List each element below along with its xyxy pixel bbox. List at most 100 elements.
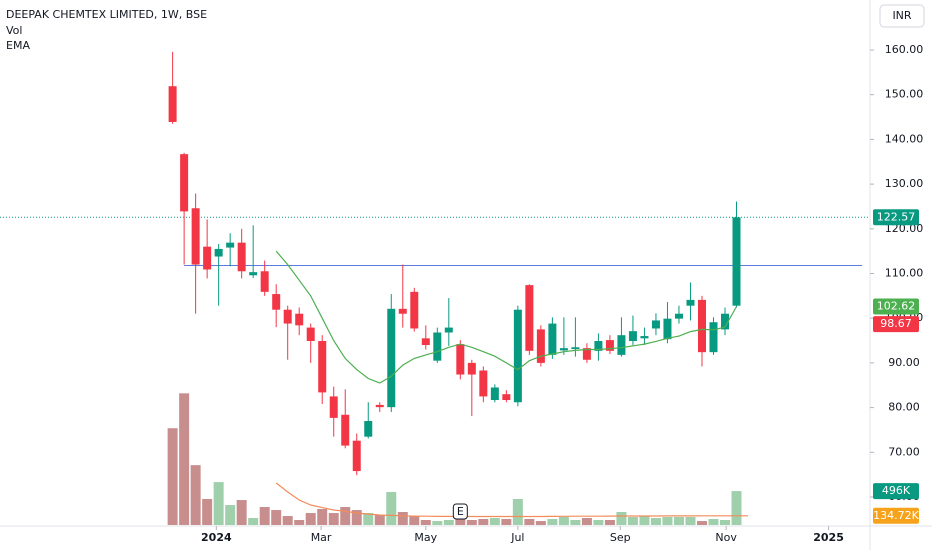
currency-button[interactable]: [879, 4, 925, 28]
candle-body: [490, 387, 499, 401]
volume-bar: [351, 510, 362, 525]
y-tick-label: 90.00: [888, 356, 920, 369]
volume-bar: [581, 518, 592, 525]
volume-ma-line: [275, 482, 748, 518]
candle-body: [260, 271, 269, 292]
volume-bar: [363, 513, 374, 525]
candle-body: [663, 318, 672, 340]
candle-body: [697, 299, 706, 353]
candle-body: [536, 329, 545, 363]
x-tick-label: Jul: [510, 531, 524, 544]
candle-body: [375, 404, 384, 408]
volume-bar: [420, 520, 431, 525]
candle-body: [272, 294, 281, 310]
volume-bar: [259, 507, 270, 525]
volume-bar: [627, 516, 638, 525]
candle-body: [640, 336, 649, 339]
candle-body: [686, 299, 695, 306]
candle-body: [513, 309, 522, 403]
candle-body: [168, 86, 177, 122]
volume-bar: [236, 500, 247, 525]
volume-bar: [190, 465, 201, 525]
candle-body: [456, 344, 465, 375]
currency-label[interactable]: INR: [892, 9, 911, 22]
volume-bar: [501, 518, 512, 525]
volume-bar: [512, 499, 523, 525]
volume-bar: [340, 507, 351, 525]
candle-body: [237, 242, 246, 272]
earnings-label: E: [457, 505, 464, 518]
volume-bar: [271, 510, 282, 525]
price-tag: [873, 483, 919, 500]
volume-bar: [282, 516, 293, 525]
x-tick-label: Sep: [610, 531, 631, 544]
candle-body: [651, 320, 660, 329]
candle-body: [605, 340, 614, 351]
price-tag: [873, 507, 919, 524]
candle-body: [721, 313, 729, 330]
x-tick-label: Nov: [715, 531, 737, 544]
candle-body: [352, 440, 361, 472]
candle-body: [525, 285, 534, 351]
volume-bar: [662, 516, 673, 525]
volume-bar: [409, 516, 420, 525]
candle-body: [433, 332, 442, 361]
volume-bar: [443, 520, 454, 525]
candle-body: [617, 335, 626, 355]
y-tick-label: 80.00: [888, 401, 920, 414]
volume-bar: [179, 393, 190, 525]
candle-body: [628, 331, 637, 341]
volume-bar: [489, 518, 500, 525]
candle-body: [467, 362, 476, 375]
volume-bar: [248, 518, 259, 525]
volume-bar: [558, 516, 569, 525]
indicator-label: EMA: [6, 39, 30, 52]
candle-body: [387, 308, 396, 408]
candle-body: [732, 217, 741, 306]
candle-body: [444, 327, 453, 333]
candle-body: [180, 154, 189, 212]
y-tick-label: 160.00: [885, 43, 924, 56]
candle-body: [341, 414, 350, 446]
volume-bar: [616, 512, 627, 525]
volume-bar: [432, 521, 443, 525]
earnings-marker: [452, 503, 468, 520]
volume-bar: [685, 516, 696, 525]
price-tag: [873, 316, 919, 333]
y-tick-label: 130.00: [885, 177, 924, 190]
candle-body: [421, 338, 430, 346]
candle-body: [191, 208, 200, 265]
candle-body: [203, 246, 212, 270]
candle-body: [295, 313, 304, 326]
volume-bar: [225, 505, 236, 525]
volume-bar: [455, 518, 466, 525]
volume-bar: [604, 520, 615, 525]
candle-body: [306, 327, 315, 341]
volume-bar: [213, 482, 224, 525]
candle-body: [479, 370, 488, 397]
price-tag-label: 122.57: [877, 210, 916, 223]
y-tick-label: 140.00: [885, 132, 924, 145]
volume-bar: [374, 515, 385, 525]
volume-bar: [397, 512, 408, 525]
volume-bar: [708, 518, 719, 525]
volume-bar: [720, 520, 730, 525]
candle-body: [249, 272, 258, 276]
price-tag-label: 496K: [882, 484, 911, 497]
volume-bar: [328, 513, 339, 525]
price-tag: [873, 298, 919, 315]
candle-body: [571, 347, 580, 350]
volume-bar: [202, 499, 213, 525]
y-tick-label: 150.00: [885, 88, 924, 101]
volume-bar: [547, 518, 558, 525]
candle-body: [329, 396, 338, 418]
volume-bar: [650, 518, 661, 525]
volume-bar: [466, 520, 477, 525]
volume-bar: [570, 520, 581, 525]
chart-title: DEEPAK CHEMTEX LIMITED, 1W, BSE: [6, 8, 207, 21]
volume-bar: [386, 492, 397, 525]
volume-bar: [639, 516, 650, 525]
volume-bar: [731, 491, 742, 525]
